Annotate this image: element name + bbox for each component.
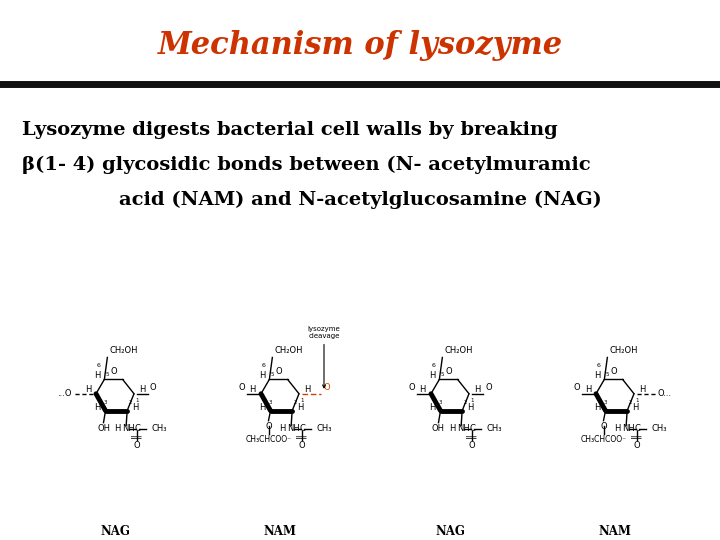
Text: Lysozyme digests bacterial cell walls by breaking: Lysozyme digests bacterial cell walls by… [22,120,557,139]
Text: 6: 6 [96,363,100,368]
Text: O: O [600,422,607,430]
Text: ‖: ‖ [630,433,640,438]
Text: 4: 4 [262,398,266,403]
Text: CH₂OH: CH₂OH [109,347,138,355]
Text: 1: 1 [635,398,639,403]
Text: 2: 2 [463,400,467,404]
Text: NAG: NAG [435,525,465,538]
Text: C: C [469,424,475,433]
Text: O: O [265,422,272,430]
Text: 6: 6 [596,363,600,368]
Text: O: O [110,367,117,376]
Text: 3: 3 [269,400,272,404]
Text: H: H [614,424,621,433]
Text: H: H [467,403,474,412]
Text: NH: NH [457,424,470,433]
Text: O: O [275,367,282,376]
Text: 4: 4 [432,398,436,403]
Text: H: H [429,403,436,412]
Text: CH₃: CH₃ [151,424,166,433]
Text: C: C [134,424,140,433]
Text: CH₂OH: CH₂OH [274,347,303,355]
Text: 2: 2 [128,400,132,404]
Text: O: O [150,383,157,391]
Text: H: H [114,424,120,433]
Text: 5: 5 [606,373,609,377]
Text: ‖: ‖ [295,433,305,438]
Text: β(1- 4) glycosidic bonds between (N- acetylmuramic: β(1- 4) glycosidic bonds between (N- ace… [22,156,590,174]
Text: OH: OH [97,424,110,433]
Text: NH: NH [287,424,300,433]
Text: CH₃CHCOO⁻: CH₃CHCOO⁻ [246,435,292,444]
Text: 3: 3 [438,400,442,404]
Text: H: H [585,385,591,394]
Text: O: O [610,367,617,376]
Text: NAG: NAG [100,525,130,538]
Text: 4: 4 [97,398,101,403]
Text: C: C [300,424,305,433]
Text: H: H [474,385,480,394]
Text: O: O [408,383,415,391]
Text: H: H [132,403,138,412]
Text: H: H [420,385,426,394]
Text: O: O [134,441,140,450]
Text: O: O [573,383,580,391]
Text: 1: 1 [470,398,474,403]
Text: 1: 1 [135,398,138,403]
Text: 2: 2 [628,400,631,404]
Text: OH: OH [432,424,445,433]
Text: CH₂OH: CH₂OH [609,347,638,355]
Text: 6: 6 [261,363,266,368]
Text: ...O: ...O [58,389,72,399]
Text: NH: NH [122,424,135,433]
Text: O: O [238,383,245,391]
Text: O: O [299,441,305,450]
Text: H: H [94,403,101,412]
Text: CH₃: CH₃ [316,424,332,433]
Text: O: O [469,441,475,450]
Text: 5: 5 [271,373,274,377]
Text: O: O [445,367,451,376]
Text: 5: 5 [105,373,109,377]
Text: O: O [323,383,330,391]
Text: CH₃CHCOO⁻: CH₃CHCOO⁻ [580,435,626,444]
Text: CH₃: CH₃ [651,424,667,433]
Text: 2: 2 [293,400,297,404]
Text: H: H [594,403,600,412]
Text: NAM: NAM [598,525,631,538]
Text: C: C [634,424,640,433]
Text: H: H [297,403,304,412]
Text: O: O [634,441,641,450]
Text: H: H [594,371,600,380]
Text: 1: 1 [300,398,304,403]
Text: H: H [85,385,91,394]
Text: H: H [250,385,256,394]
Text: CH₃: CH₃ [486,424,502,433]
Text: O...: O... [658,389,672,399]
Text: 4: 4 [597,398,600,403]
Text: O: O [485,383,492,391]
Text: 6: 6 [431,363,436,368]
Text: H: H [139,385,145,394]
Text: 3: 3 [104,400,107,404]
Text: H: H [632,403,639,412]
Text: NAM: NAM [264,525,297,538]
Text: CH₂OH: CH₂OH [444,347,473,355]
Text: H: H [94,371,101,380]
Text: ‖: ‖ [130,433,140,438]
Text: 3: 3 [604,400,607,404]
Text: 5: 5 [441,373,444,377]
Text: ‖: ‖ [465,433,475,438]
Text: H: H [259,403,266,412]
Text: H: H [429,371,436,380]
Text: NH: NH [622,424,635,433]
Text: Mechanism of lysozyme: Mechanism of lysozyme [158,30,562,62]
Text: acid (NAM) and N-acetylglucosamine (NAG): acid (NAM) and N-acetylglucosamine (NAG) [119,191,601,209]
Text: H: H [449,424,455,433]
Text: lysozyme
cleavage: lysozyme cleavage [307,326,341,388]
Text: H: H [304,385,310,394]
Text: H: H [259,371,266,380]
Text: H: H [639,385,645,394]
Text: H: H [279,424,285,433]
